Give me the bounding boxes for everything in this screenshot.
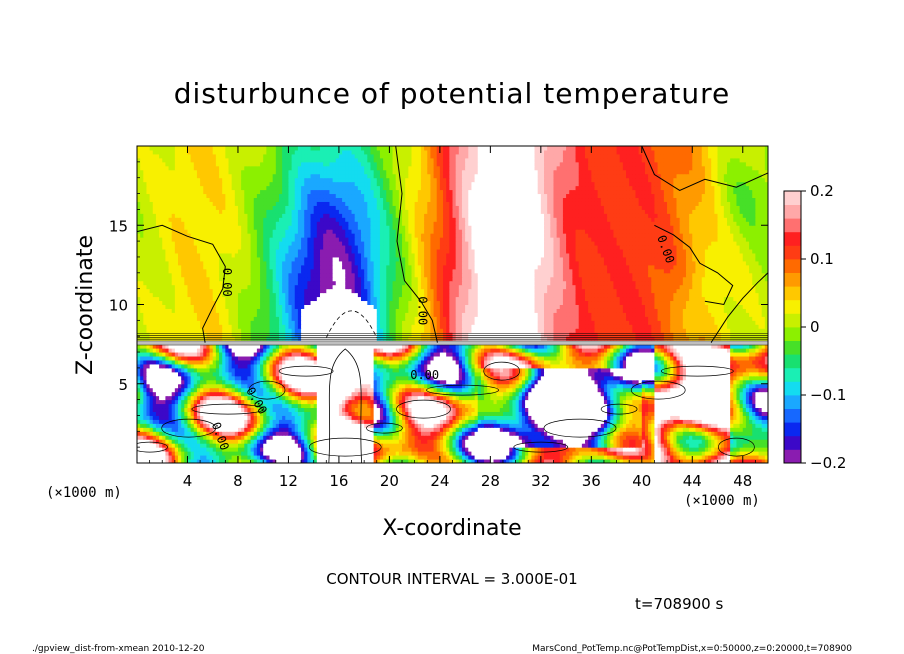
x-tick-label: 48 (733, 472, 752, 490)
colorbar-swatch (784, 381, 801, 396)
x-tick-label: 4 (183, 472, 193, 490)
colorbar-swatch (784, 340, 801, 355)
contour-loop (161, 418, 217, 438)
colorbar-swatch (784, 299, 801, 314)
colorbar-tick-label: 0 (810, 318, 820, 336)
x-tick-label: 12 (279, 472, 298, 490)
y-tick-label: 15 (109, 217, 128, 235)
contour-loop (137, 441, 168, 453)
colorbar-swatch (784, 422, 801, 437)
x-tick-label: 40 (632, 472, 651, 490)
plot-area: 0.000.000.000.000.000.00 (136, 145, 769, 464)
colorbar-swatch (784, 204, 801, 219)
contour-loop (543, 418, 617, 438)
colorbar-swatch (784, 272, 801, 287)
colorbar-swatch (784, 286, 801, 301)
colorbar-tick-label: −0.1 (810, 386, 846, 404)
colorbar-swatch (784, 191, 801, 205)
contour-line-2 (395, 146, 438, 343)
contour-loop (366, 422, 403, 434)
contour-loop (396, 399, 451, 419)
colorbar-swatch (784, 313, 801, 328)
x-tick-label: 20 (380, 472, 399, 490)
contour-loop (660, 365, 734, 377)
colorbar-swatch (784, 218, 801, 233)
contour-line-1 (137, 224, 226, 343)
contour-loop (513, 441, 569, 453)
y-tick-label: 5 (118, 376, 128, 394)
contour-loop (718, 437, 755, 457)
contour-label: 0.00 (410, 368, 439, 382)
x-tick-label: 36 (582, 472, 601, 490)
colorbar-tick-label: 0.2 (810, 182, 834, 200)
y-axis-unit-label: (×1000 m) (46, 485, 122, 501)
contour-label: 0.00 (220, 268, 234, 297)
contour-loop (191, 403, 265, 415)
colorbar-tick-label: 0.1 (810, 250, 834, 268)
contour-loop (278, 365, 334, 377)
y-axis-label: Z-coordinate (73, 235, 98, 375)
colorbar: 0.2 0.1 0 −0.1 −0.2 (783, 182, 846, 472)
x-tick-label: 28 (481, 472, 500, 490)
footer-script-info: ./gpview_dist-from-xmean 2010-12-20 (32, 644, 205, 654)
contour-loop (248, 380, 286, 400)
colorbar-swatch (784, 408, 801, 423)
colorbar-swatch (784, 449, 801, 464)
colorbar-swatch (784, 367, 801, 382)
contour-loop (600, 403, 638, 415)
colorbar-swatch (784, 395, 801, 409)
x-tick-label: 16 (329, 472, 348, 490)
time-stamp-text: t=708900 s (635, 595, 723, 613)
contour-plume (328, 348, 363, 463)
x-tick-label: 32 (531, 472, 550, 490)
contour-interval-text: CONTOUR INTERVAL = 3.000E-01 (326, 570, 577, 588)
contour-line-negative (325, 310, 378, 338)
colorbar-swatch (784, 245, 801, 260)
x-axis-unit-label: (×1000 m) (684, 493, 760, 509)
contour-loop (483, 361, 521, 381)
y-tick-label: 10 (109, 297, 128, 315)
contour-line-5 (710, 272, 768, 343)
colorbar-swatch (784, 231, 801, 246)
contour-loop (630, 380, 686, 400)
colorbar-swatch (784, 259, 801, 273)
contour-loop (308, 437, 382, 457)
contour-line-3 (641, 146, 768, 191)
x-tick-label: 44 (683, 472, 702, 490)
x-axis: 4 8 12 16 20 24 28 32 36 40 44 48 (149, 146, 756, 490)
colorbar-tick-label: −0.2 (810, 454, 846, 472)
potential-temperature-field (137, 146, 768, 463)
x-tick-label: 8 (233, 472, 243, 490)
colorbar-swatch (784, 435, 801, 450)
contour-line-4 (654, 224, 734, 306)
y-axis: 5 10 15 (109, 161, 768, 448)
contour-lines (137, 146, 768, 463)
colorbar-swatch (784, 327, 801, 341)
x-axis-label: X-coordinate (382, 516, 521, 541)
chart-title: disturbunce of potential temperature (174, 77, 731, 110)
x-tick-label: 24 (430, 472, 449, 490)
contour-loop (426, 384, 499, 396)
footer-data-source: MarsCond_PotTemp.nc@PotTempDist,x=0:5000… (532, 644, 852, 654)
contour-label: 0.00 (415, 296, 429, 325)
colorbar-swatch (784, 354, 801, 369)
